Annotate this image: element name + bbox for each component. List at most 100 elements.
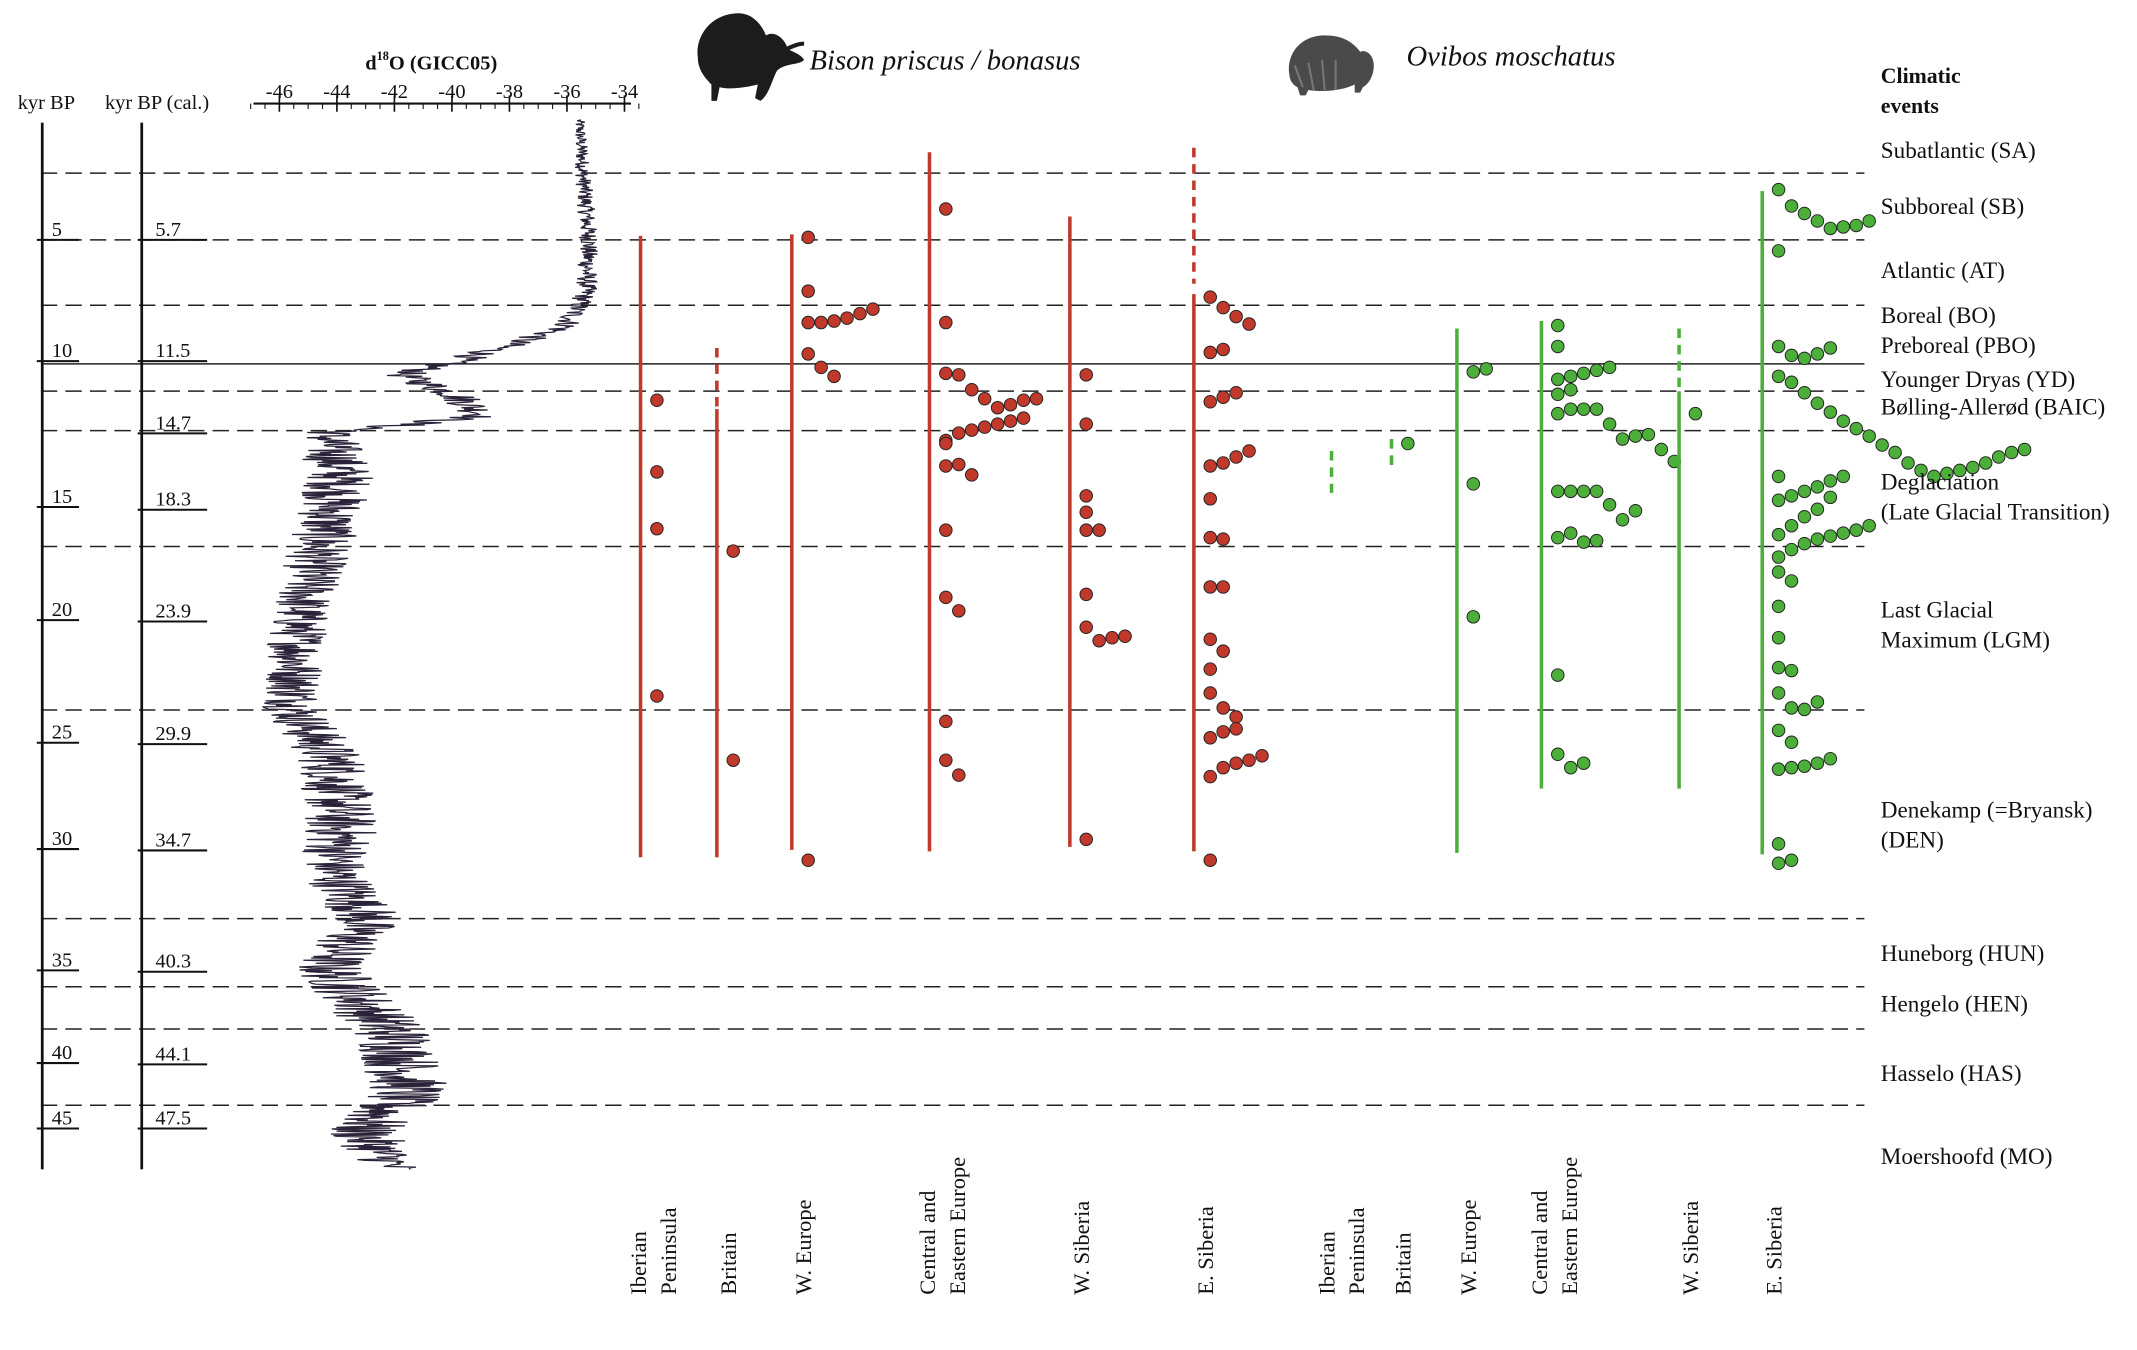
date-point: [1862, 429, 1876, 443]
date-point: [1927, 469, 1941, 484]
date-point: [1771, 630, 1786, 645]
date-point: [1810, 502, 1825, 517]
date-point: [977, 420, 992, 434]
date-point: [1551, 747, 1565, 761]
date-point: [939, 714, 953, 729]
date-point: [1966, 460, 1980, 475]
date-point: [726, 544, 740, 558]
date-point: [1784, 542, 1799, 557]
date-point: [1203, 580, 1217, 594]
date-point: [1602, 417, 1617, 431]
date-point: [1229, 722, 1243, 736]
date-point: [1563, 369, 1578, 384]
date-point: [1823, 529, 1838, 543]
climatic-events-heading: events: [1881, 94, 1939, 118]
date-point: [1810, 480, 1825, 494]
date-point: [1203, 530, 1217, 545]
date-point: [1901, 456, 1915, 470]
date-point: [1836, 526, 1851, 540]
date-point: [1784, 518, 1799, 533]
date-point: [1602, 360, 1617, 375]
climatic-event-label: Boreal (BO): [1881, 303, 1996, 329]
date-point: [1784, 574, 1799, 588]
date-point: [1823, 221, 1838, 236]
date-point: [1118, 629, 1132, 643]
date-point: [840, 311, 854, 325]
date-point: [1229, 756, 1243, 770]
date-point: [801, 853, 815, 868]
climatic-event-label: Hengelo (HEN): [1881, 991, 2028, 1017]
date-point: [1771, 686, 1786, 700]
date-point: [1242, 444, 1256, 458]
date-point: [939, 436, 953, 451]
kyr-bp-cal-tick-label: 14.7: [155, 412, 191, 434]
date-point: [1615, 432, 1630, 446]
date-point: [1216, 725, 1230, 739]
date-point: [1203, 345, 1217, 360]
isotope-tick-label: -46: [266, 81, 293, 103]
date-point: [1105, 630, 1119, 645]
date-point: [1203, 492, 1217, 506]
isotope-tick-label: -44: [323, 81, 350, 103]
date-point: [1551, 339, 1565, 354]
date-point: [1797, 509, 1812, 524]
date-point: [1784, 348, 1799, 363]
date-point: [1551, 406, 1565, 421]
date-point: [1242, 753, 1256, 767]
region-label: Britain: [716, 1232, 741, 1294]
date-point: [1203, 769, 1217, 784]
date-point: [1784, 199, 1799, 213]
date-point: [1784, 853, 1799, 868]
date-point: [1810, 695, 1825, 709]
region-label-line: Britain: [1391, 1232, 1416, 1294]
climatic-event-label: Huneborg (HUN): [1881, 941, 2045, 967]
date-point: [1797, 386, 1812, 400]
region-label: W. Europe: [1456, 1199, 1481, 1294]
climatic-events-heading: Climatic: [1881, 64, 1961, 88]
date-point: [1216, 701, 1230, 715]
date-point: [952, 604, 966, 618]
date-point: [939, 590, 953, 605]
kyr-bp-tick-label: 5: [52, 219, 62, 241]
date-point: [1784, 735, 1799, 750]
date-point: [1771, 339, 1786, 354]
date-point: [1978, 456, 1993, 470]
date-point: [1229, 450, 1243, 464]
date-point: [1589, 533, 1604, 548]
date-point: [1771, 527, 1786, 542]
region-label: Britain: [1391, 1232, 1416, 1294]
date-point: [801, 230, 815, 245]
date-point: [1862, 518, 1876, 533]
date-point: [1203, 853, 1217, 868]
date-point: [1589, 363, 1604, 378]
date-point: [1797, 702, 1812, 717]
date-point: [1551, 372, 1565, 387]
date-point: [952, 368, 966, 382]
date-point: [1092, 523, 1106, 537]
date-point: [2004, 445, 2019, 460]
date-point: [1836, 469, 1851, 484]
kyr-bp-cal-tick-label: 23.9: [155, 600, 191, 622]
date-point: [939, 753, 953, 767]
date-point: [1016, 411, 1031, 425]
climatic-event-label: Moershoofd (MO): [1881, 1144, 2053, 1170]
date-point: [1810, 214, 1825, 228]
date-point: [827, 369, 841, 384]
date-point: [1589, 402, 1604, 416]
date-point: [1551, 387, 1565, 401]
date-point: [1079, 368, 1093, 382]
date-point: [650, 393, 664, 407]
kyr-bp-tick-label: 25: [52, 722, 72, 744]
date-point: [1216, 390, 1230, 404]
date-point: [939, 366, 953, 381]
date-point: [1823, 405, 1838, 419]
date-point: [1940, 466, 1954, 481]
date-point: [1466, 365, 1481, 379]
date-point: [1615, 512, 1630, 527]
date-point: [1203, 394, 1217, 409]
date-point: [1771, 244, 1786, 258]
date-point: [1771, 182, 1786, 197]
kyr-bp-tick-label: 40: [52, 1042, 72, 1064]
isotope-tick-label: -34: [611, 81, 638, 103]
region-label: Central and Eastern Europe: [1527, 1157, 1582, 1295]
